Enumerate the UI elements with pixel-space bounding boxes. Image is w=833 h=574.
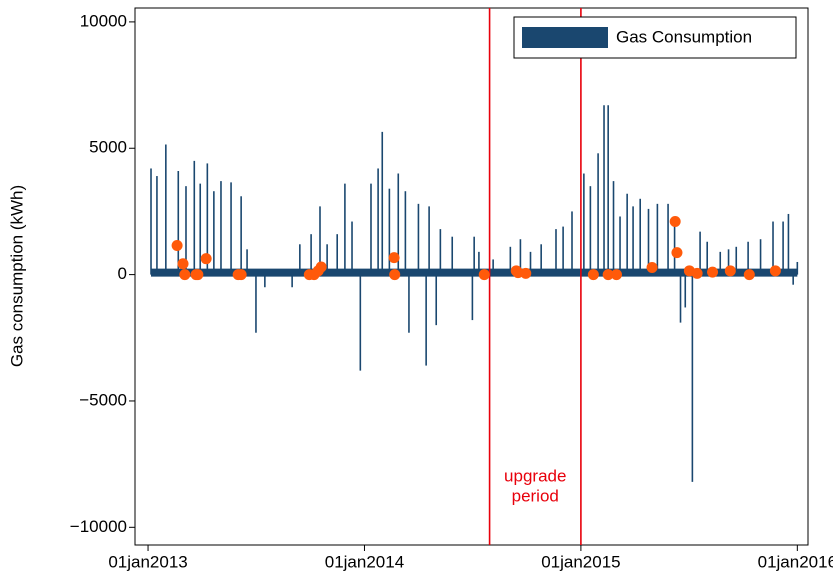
legend-swatch [522,27,608,48]
marker [520,267,532,279]
marker [587,269,599,281]
marker [671,247,683,259]
marker [646,262,658,274]
y-tick-label: 5000 [89,138,127,157]
x-tick-label: 01jan2013 [108,552,187,571]
y-tick-label: −5000 [79,390,127,409]
marker [192,269,204,281]
marker [389,269,401,281]
marker [743,269,755,281]
marker [177,258,189,270]
marker [179,269,191,281]
y-tick-label: −10000 [70,517,127,536]
marker [171,240,183,252]
marker [602,269,614,281]
marker [388,252,400,264]
marker [478,269,490,281]
annotation: period [512,486,559,505]
y-axis-label: Gas consumption (kWh) [7,185,26,367]
marker [724,265,736,277]
marker [691,267,703,279]
x-tick-label: 01jan2016 [758,552,833,571]
x-tick-label: 01jan2014 [325,552,404,571]
annotation: upgrade [504,466,566,485]
marker [669,216,681,228]
marker [707,266,719,278]
marker [769,265,781,277]
plot-frame [134,7,809,546]
x-tick-label: 01jan2015 [541,552,620,571]
y-tick-label: 0 [118,264,127,283]
marker [235,269,247,281]
marker [200,253,212,265]
marker [610,269,622,281]
marker [315,261,327,273]
legend-label: Gas Consumption [616,27,752,46]
y-tick-label: 10000 [80,11,127,30]
